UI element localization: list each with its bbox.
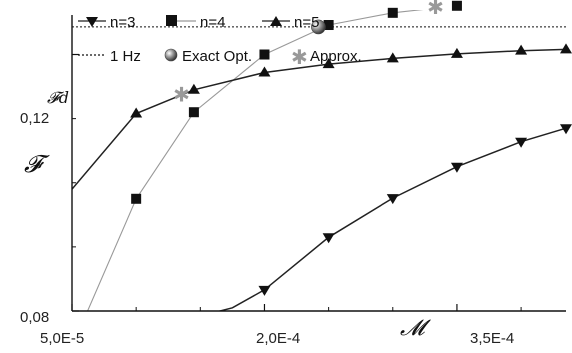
x-tick-label-1: 2,0E-4 [256,330,300,347]
y-axis-label: 𝓕 [24,150,50,178]
marker-n=4-2 [188,107,199,118]
marker-n=5-1 [130,107,143,118]
marker-layer: ✱✱ [130,0,572,296]
marker-n=4-6 [451,0,462,11]
legend-label-1hz: 1 Hz [110,48,141,65]
legend-item-approx: ✱ Approx. [291,45,362,69]
legend: n=3 n=4 n=5 1 Hz Exact Opt. ✱ Approx. [78,14,362,69]
sphere-marker-icon [164,48,178,62]
legend-label-n3: n=3 [110,14,135,31]
reference-line-label: 𝓕d [47,88,69,107]
approx-point-1: ✱ [427,0,444,19]
marker-n=4-3 [259,49,270,60]
exact-opt-point [311,19,326,35]
series-line-n=5 [72,48,567,190]
x-tick-label-0: 5,0E-5 [40,330,84,347]
legend-label-exact-opt: Exact Opt. [182,48,252,65]
triangle-up-marker-icon [270,16,282,26]
asterisk-marker-icon: ✱ [291,45,308,69]
legend-label-n4: n=4 [200,14,225,31]
legend-item-n5: n=5 [262,14,319,31]
y-tick-label-1: 0,12 [20,110,49,127]
marker-n=4-5 [387,7,398,18]
marker-n=4-4 [323,20,334,31]
marker-n=5-8 [560,43,572,54]
marker-n=3-3 [322,233,335,244]
marker-n=3-6 [515,137,528,148]
marker-n=5-4 [322,58,335,69]
triangle-down-marker-icon [86,17,98,27]
square-marker-icon [166,15,177,26]
y-tick-label-0: 0,08 [20,309,49,326]
marker-n=5-5 [386,52,399,63]
marker-n=3-5 [450,162,463,173]
marker-n=5-6 [450,47,463,58]
legend-item-exact-opt: Exact Opt. [164,48,252,65]
series-line-n=3 [217,127,567,311]
marker-n=5-3 [258,66,271,77]
legend-item-n3: n=3 [78,14,135,31]
legend-item-1hz: 1 Hz [78,48,141,65]
legend-label-n5: n=5 [294,14,319,31]
legend-item-n4: n=4 [166,14,225,31]
marker-n=4-1 [131,193,142,204]
legend-label-approx: Approx. [310,48,362,65]
approx-point-0: ✱ [173,82,190,106]
marker-n=3-2 [258,285,271,296]
marker-n=5-2 [187,83,200,94]
marker-n=3-4 [386,194,399,205]
x-tick-label-2: 3,5E-4 [470,330,514,347]
x-axis-label: 𝓜 [400,316,431,341]
marker-n=5-7 [515,44,528,55]
marker-n=3-7 [560,124,572,135]
